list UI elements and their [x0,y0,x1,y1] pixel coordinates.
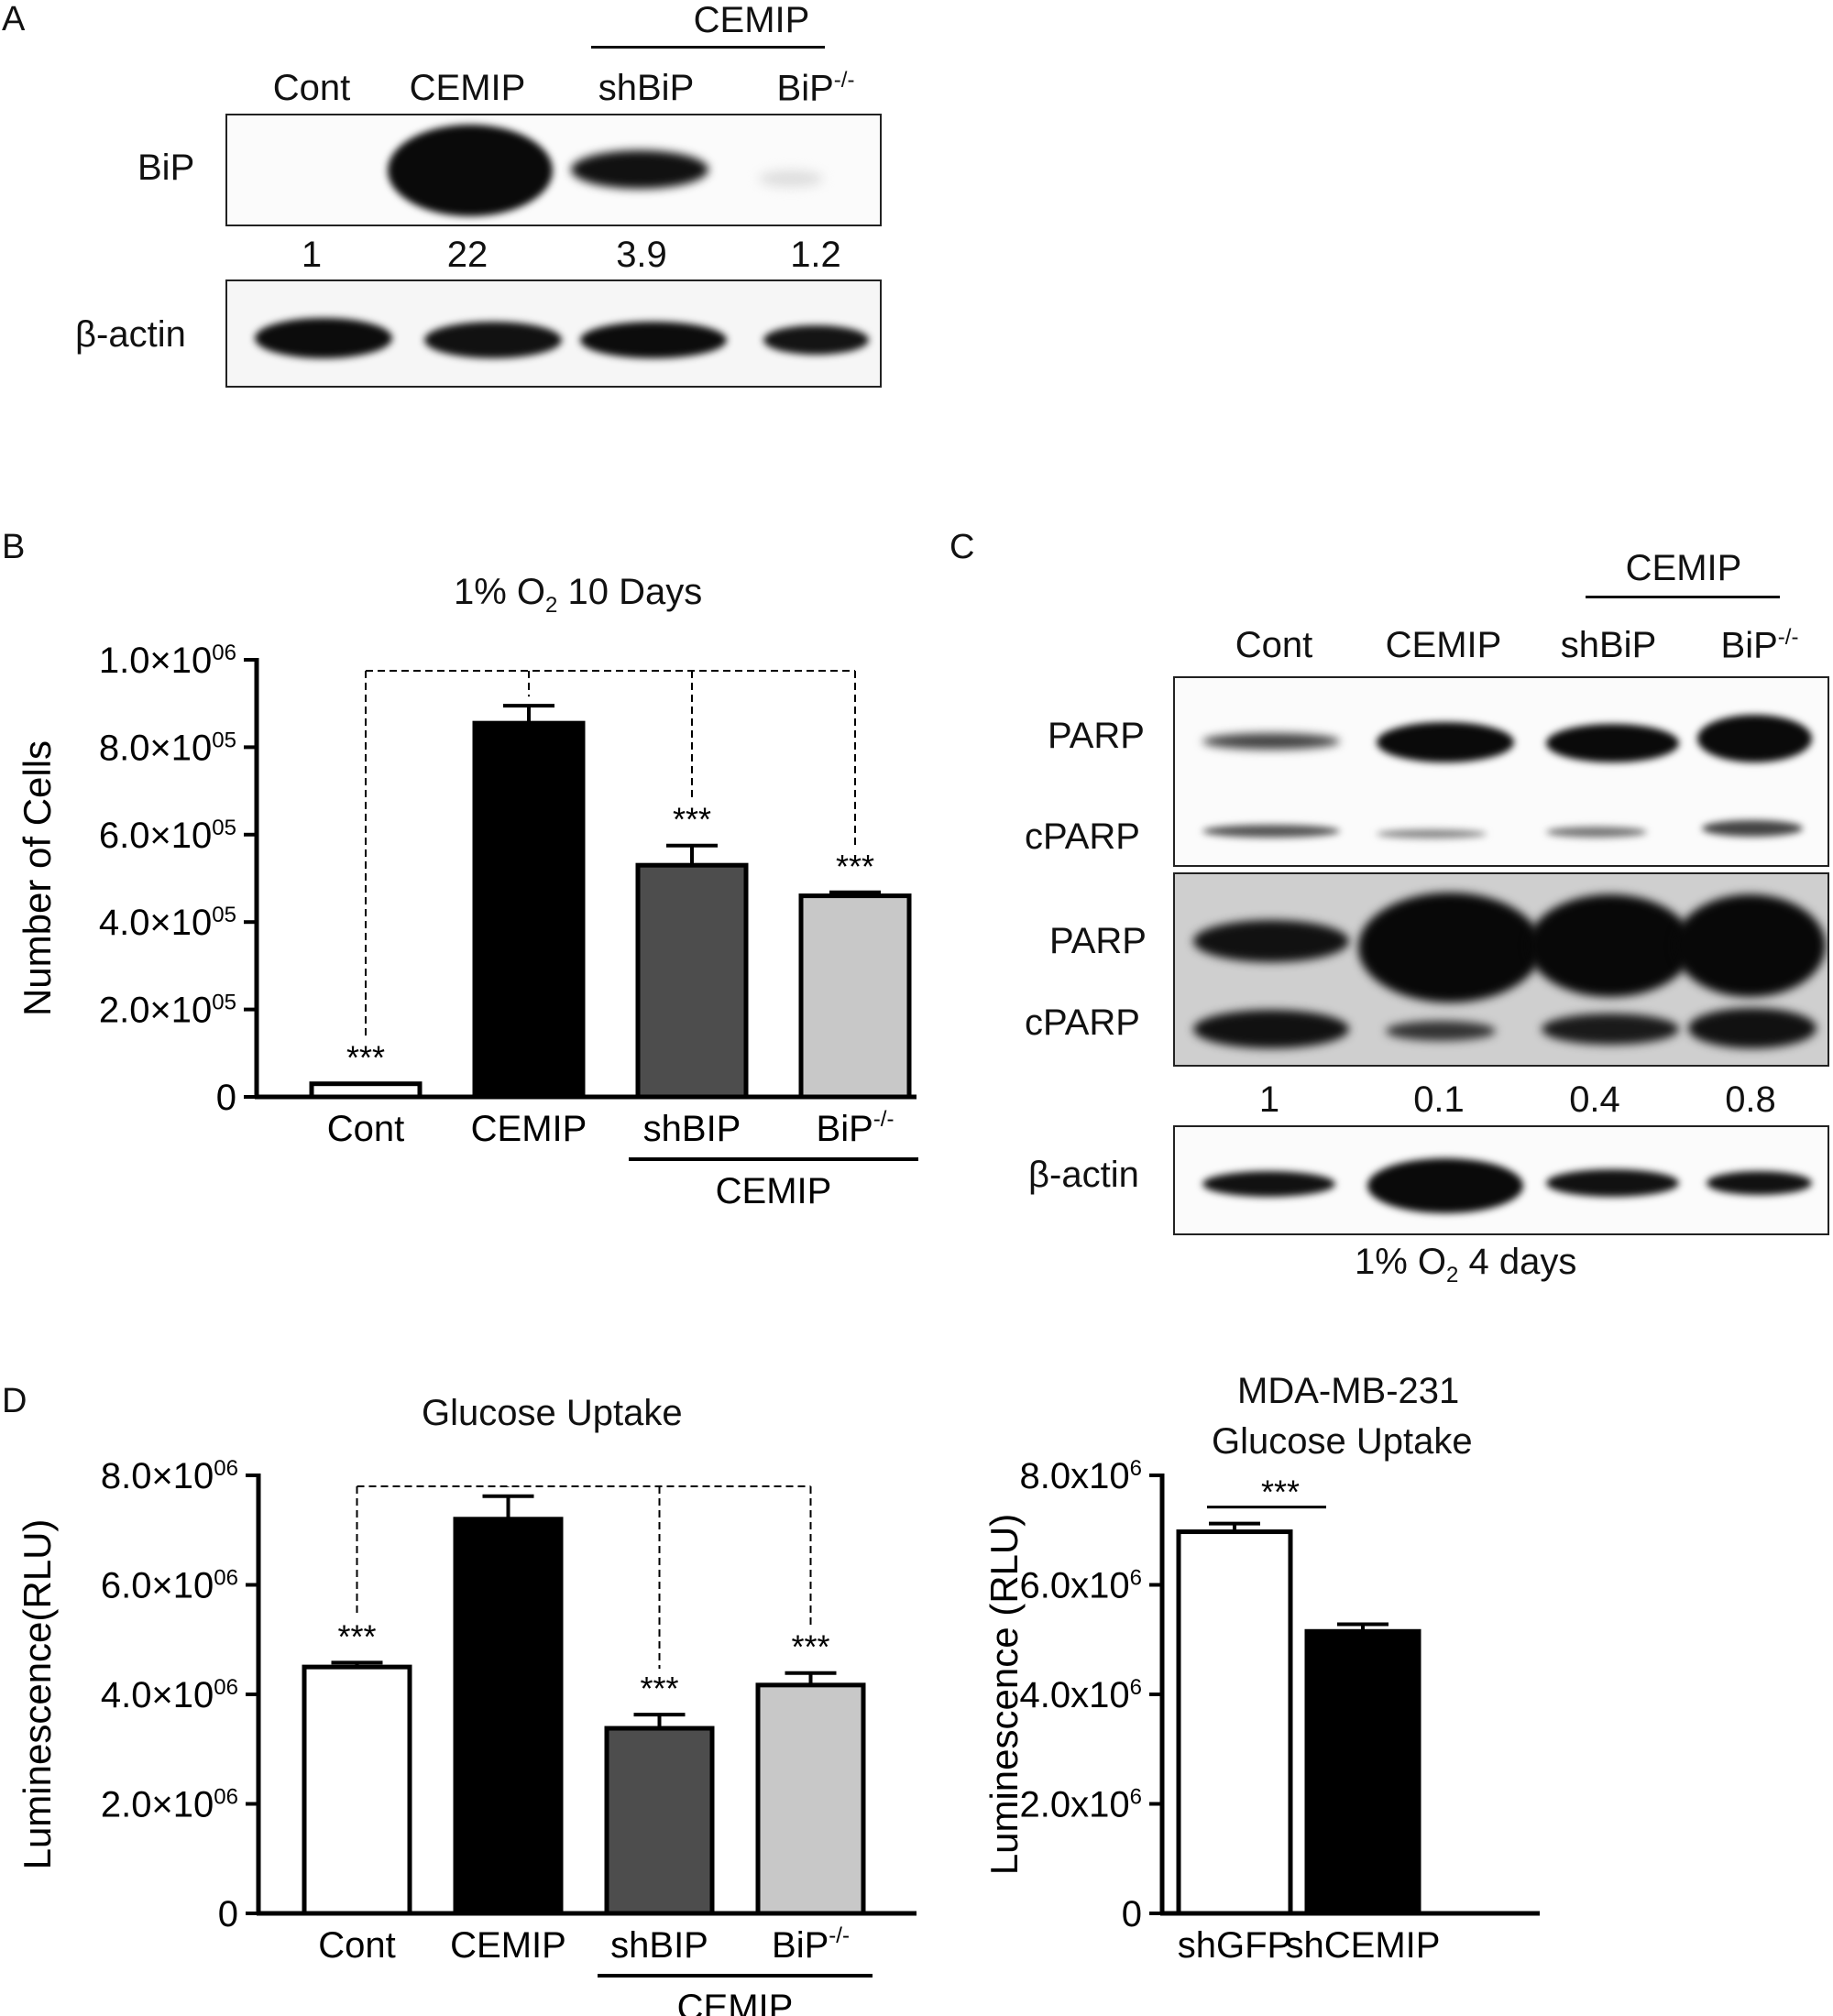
lane-label: shBiP [598,68,695,108]
quant-value: 1.2 [790,235,841,275]
western-blot-actin-c [1173,1125,1829,1235]
western-blot-parp-short [1173,676,1829,867]
row-label-parp: PARP [1049,921,1147,961]
y-tick-label: 2.0×1005 [99,991,236,1031]
y-tick-label: 6.0x106 [1020,1566,1142,1606]
y-tick-label: 8.0x106 [1020,1456,1142,1496]
lane-label: BiP-/- [776,68,855,109]
x-tick-label: BiP-/- [817,1107,895,1149]
panel-letter-b: B [2,528,26,566]
western-blot-bip [225,114,882,226]
significance-label: *** [1261,1474,1300,1511]
significance-label: *** [673,801,711,838]
chart-title-d-left: Glucose Uptake [422,1393,683,1433]
y-axis-label: Luminescence (RLU) [982,1514,1026,1876]
significance-label: *** [791,1628,829,1666]
row-label-cparp: cPARP [1025,1003,1140,1043]
panel-letter-d: D [2,1382,27,1420]
bar-chart-cells: Number of Cells 0 2.0×1005 4.0×1005 6.0×1005… [16,641,918,1210]
row-label-bip: BiP [137,148,195,188]
bar-chart-glucose-uptake: Luminescence(RLU) 0 2.0×1006 4.0×1006 6.0×10… [16,1456,916,2016]
bar [309,1081,423,1100]
blot-footer-c: 1% O2 4 days [1355,1242,1577,1287]
group-label: CEMIP [677,1988,794,2016]
y-tick-label: 8.0×1006 [101,1456,238,1496]
y-tick-label: 2.0x106 [1020,1785,1142,1825]
x-tick-label: CEMIP [471,1109,587,1149]
y-tick-label: 4.0x106 [1020,1675,1142,1715]
y-axis-label: Luminescence(RLU) [16,1519,59,1870]
western-blot-actin-a [225,279,882,388]
x-tick-label: BiP-/- [772,1923,850,1966]
quant-value: 22 [446,235,488,275]
bar [453,1517,564,1916]
quant-value: 0.1 [1413,1079,1465,1120]
quant-value: 3.9 [616,235,667,275]
significance-label: *** [346,1039,385,1077]
chart-title-d-right-line1: MDA-MB-231 [1237,1371,1460,1411]
bar-chart-mda-glucose: Luminescence (RLU) 0 2.0x106 4.0x106 6.0x106… [982,1456,1540,1966]
quant-value: 0.8 [1725,1079,1776,1120]
x-tick-label: CEMIP [450,1925,566,1966]
bar [1304,1628,1421,1916]
x-tick-label: shBIP [643,1109,741,1149]
y-axis-label: Number of Cells [16,740,59,1016]
bar [302,1664,412,1916]
y-tick-label: 1.0×1006 [99,641,236,681]
group-bracket-c [1586,596,1780,598]
bar [635,862,749,1100]
x-tick-label: shGFP [1178,1925,1291,1966]
y-tick-label: 0 [218,1894,238,1934]
lane-label: Cont [1235,625,1313,665]
x-tick-label: shCEMIP [1286,1925,1441,1966]
x-tick-label: Cont [327,1109,405,1149]
y-tick-label: 6.0×1005 [99,816,236,856]
bar [798,893,912,1100]
bar [604,1726,715,1916]
row-label-actin: β-actin [1028,1155,1139,1195]
quant-value: 1 [1258,1079,1280,1120]
significance-label: *** [640,1670,678,1707]
chart-title-d-right-line2: Glucose Uptake [1212,1421,1473,1462]
row-label-actin: β-actin [75,314,186,355]
panel-letter-a: A [2,0,26,38]
y-tick-label: 4.0×1006 [101,1675,238,1715]
chart-title-b: 1% O2 10 Days [454,572,703,618]
row-label-cparp: cPARP [1025,816,1140,857]
bar [472,720,586,1100]
y-tick-label: 8.0×1005 [99,728,236,768]
western-blot-parp-long [1173,872,1829,1067]
row-label-parp: PARP [1048,716,1145,756]
y-tick-label: 2.0×1006 [101,1785,238,1825]
y-tick-label: 4.0×1005 [99,903,236,943]
x-tick-label: Cont [318,1925,396,1966]
group-label-c: CEMIP [1625,548,1742,588]
group-label-a: CEMIP [693,0,810,40]
lane-label: CEMIP [409,68,526,108]
significance-label: *** [836,848,874,885]
lane-label: shBiP [1560,625,1657,665]
y-tick-label: 6.0×1006 [101,1566,238,1606]
bar [755,1682,866,1916]
group-bracket-a [591,46,825,49]
y-tick-label: 0 [216,1078,236,1118]
quant-value: 0.4 [1569,1079,1620,1120]
quant-value: 1 [301,235,323,275]
bar [1176,1529,1293,1916]
x-tick-label: shBIP [610,1925,708,1966]
lane-label: CEMIP [1385,625,1502,665]
lane-label: Cont [272,68,351,108]
group-label: CEMIP [716,1171,832,1210]
panel-letter-c: C [949,528,975,566]
significance-label: *** [337,1617,376,1655]
lane-label: BiP-/- [1720,625,1799,666]
y-tick-label: 0 [1122,1894,1142,1934]
